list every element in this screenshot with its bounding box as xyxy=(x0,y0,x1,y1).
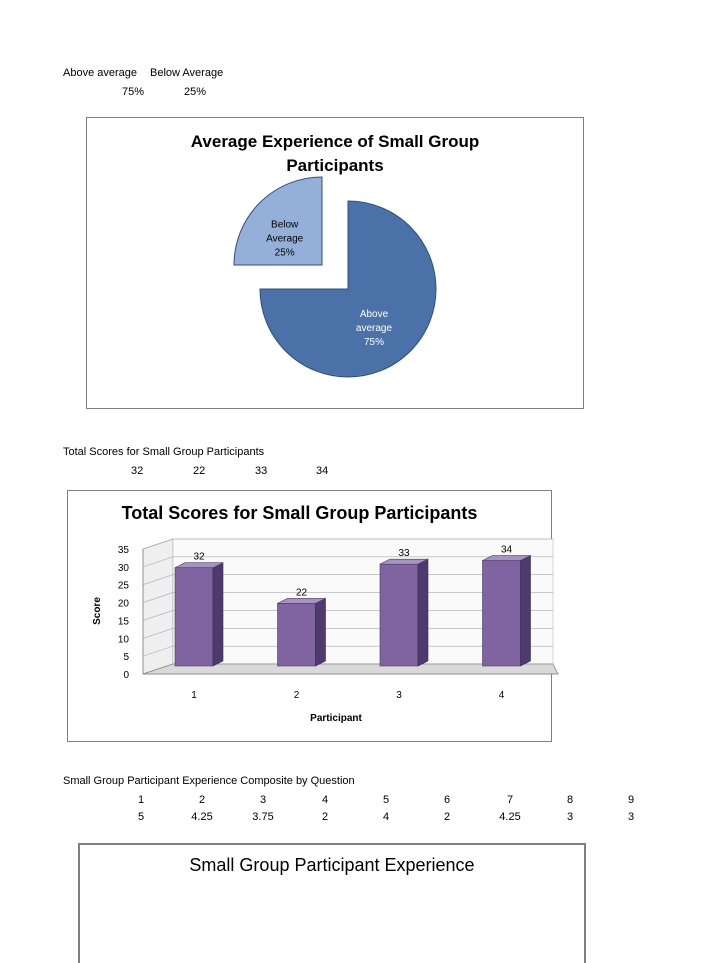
pie-slice-2 xyxy=(233,176,323,266)
bar-side-3 xyxy=(417,558,429,667)
pie-chart-title-line1: Average Experience of Small Group xyxy=(190,132,480,151)
bar-3 xyxy=(379,563,419,667)
bar-side-2 xyxy=(315,597,326,667)
bar-top-3 xyxy=(379,558,429,565)
scores-value-3: 33 xyxy=(255,465,268,477)
x-tick-label-3: 3 xyxy=(396,690,402,701)
composite-question-1: 1 xyxy=(137,794,145,806)
composite-value-2: 4.25 xyxy=(191,811,213,823)
bar-1 xyxy=(174,567,214,667)
bar-chart-frame: Total Scores for Small Group Participant… xyxy=(67,490,559,742)
bar-gridline xyxy=(142,538,553,550)
bar-side-1 xyxy=(212,562,224,667)
bar-chart-title: Total Scores for Small Group Participant… xyxy=(121,503,478,523)
composite-value-4: 2 xyxy=(321,811,329,823)
bar-gridline xyxy=(142,556,553,568)
y-tick-label: 5 xyxy=(123,652,129,663)
pie-label-2-1: Below xyxy=(271,220,299,231)
pie-label-1-3: 75% xyxy=(364,337,384,348)
composite-question-9: 9 xyxy=(627,794,635,806)
y-tick-label: 20 xyxy=(118,599,130,610)
pie-label-1-2: average xyxy=(356,323,393,334)
composite-value-9: 3 xyxy=(627,811,635,823)
bar-value-label-2: 22 xyxy=(296,587,308,598)
composite-question-6: 6 xyxy=(443,794,451,806)
y-tick-label: 15 xyxy=(118,616,130,627)
experience-header-below: Below Average xyxy=(150,67,224,79)
pie-chart-frame: Average Experience of Small Group Partic… xyxy=(86,117,584,409)
bar-side-4 xyxy=(520,555,531,667)
bar-chart-side-wall xyxy=(142,538,174,675)
composite-value-1: 5 xyxy=(137,811,145,823)
bar-top-4 xyxy=(482,555,531,561)
composite-value-5: 4 xyxy=(382,811,390,823)
composite-value-6: 2 xyxy=(443,811,451,823)
bar-value-label-1: 32 xyxy=(193,552,205,563)
y-tick-label: 0 xyxy=(123,670,129,681)
composite-heading: Small Group Participant Experience Compo… xyxy=(63,775,355,787)
composite-question-3: 3 xyxy=(259,794,267,806)
scores-value-2: 22 xyxy=(193,465,206,477)
composite-question-5: 5 xyxy=(382,794,390,806)
bar-value-label-4: 34 xyxy=(501,545,513,556)
scores-heading: Total Scores for Small Group Participant… xyxy=(63,446,265,458)
composite-value-3: 3.75 xyxy=(252,811,274,823)
pie-chart: Above average 75% Below Average 25% xyxy=(233,176,437,378)
composite-question-8: 8 xyxy=(566,794,574,806)
experience-value-below: 25% xyxy=(184,86,207,98)
experience-chart-title: Small Group Participant Experience xyxy=(189,855,475,875)
x-tick-label-4: 4 xyxy=(499,690,505,701)
y-tick-label: 30 xyxy=(118,563,130,574)
pie-slice-1 xyxy=(259,200,437,378)
scores-value-1: 32 xyxy=(131,465,144,477)
pie-chart-title-line2: Participants xyxy=(286,156,384,175)
pie-label-2-3: 25% xyxy=(275,248,295,259)
y-tick-label: 10 xyxy=(118,634,130,645)
y-tick-label: 25 xyxy=(118,581,130,592)
experience-value-above: 75% xyxy=(122,86,145,98)
experience-header-above: Above average xyxy=(63,67,137,79)
y-axis-label: Score xyxy=(92,597,103,625)
composite-question-4: 4 xyxy=(321,794,329,806)
bar-chart: 05101520253035321222333344ParticipantSco… xyxy=(92,538,559,724)
bar-4 xyxy=(482,560,521,667)
x-tick-label-2: 2 xyxy=(294,690,300,701)
x-tick-label-1: 1 xyxy=(191,690,197,701)
composite-value-7: 4.25 xyxy=(499,811,521,823)
y-tick-label: 35 xyxy=(118,545,130,556)
scores-value-4: 34 xyxy=(316,465,329,477)
x-axis-label: Participant xyxy=(310,713,362,724)
composite-value-8: 3 xyxy=(566,811,574,823)
bar-top-1 xyxy=(174,562,224,569)
bar-top-2 xyxy=(277,598,326,604)
experience-chart-frame: Small Group Participant Experience xyxy=(78,843,586,963)
composite-question-7: 7 xyxy=(506,794,514,806)
composite-question-2: 2 xyxy=(198,794,206,806)
pie-label-2-2: Average xyxy=(266,234,304,245)
bar-2 xyxy=(277,603,316,667)
bar-value-label-3: 33 xyxy=(398,548,410,559)
pie-label-1-1: Above xyxy=(360,309,389,320)
